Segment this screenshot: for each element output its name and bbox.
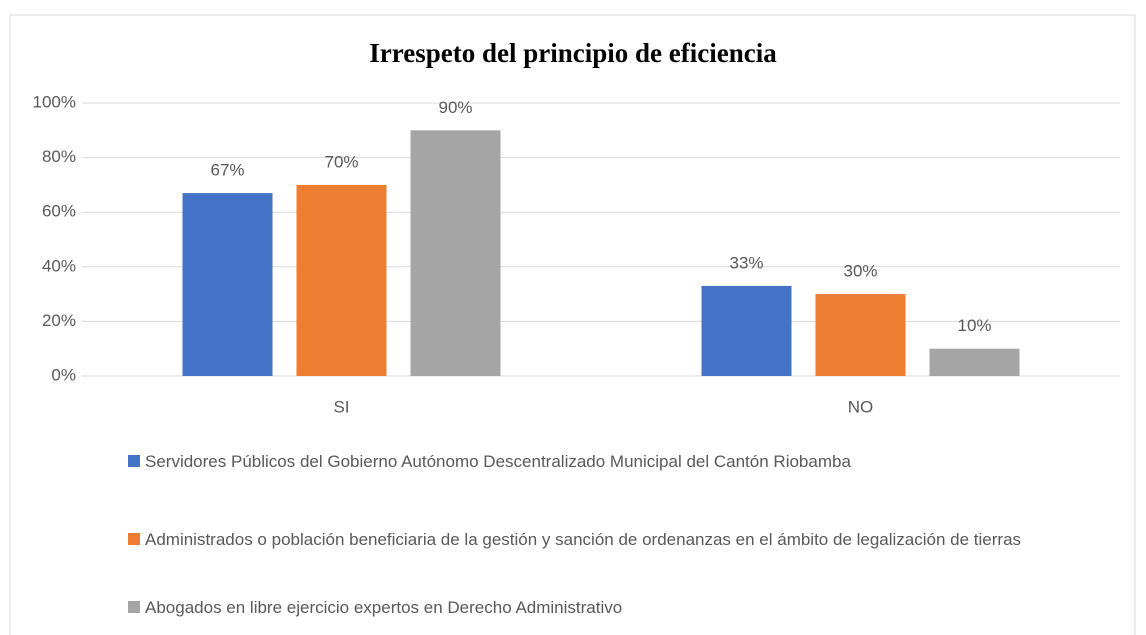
legend-swatch: [128, 601, 140, 613]
legend-swatch: [128, 455, 140, 467]
y-tick-label: 80%: [42, 147, 76, 166]
legend-swatch: [128, 533, 140, 545]
x-tick-label: NO: [848, 397, 874, 416]
data-label: 33%: [729, 253, 763, 272]
y-tick-label: 100%: [33, 92, 76, 111]
y-tick-label: 0%: [51, 365, 76, 384]
y-tick-label: 40%: [42, 256, 76, 275]
y-tick-label: 60%: [42, 202, 76, 221]
data-label: 67%: [210, 161, 244, 180]
legend-label: Servidores Públicos del Gobierno Autónom…: [145, 452, 851, 471]
bar: [296, 184, 387, 376]
bar: [410, 130, 501, 376]
legend-label: Administrados o población beneficiaria d…: [145, 530, 1022, 549]
data-label: 70%: [324, 152, 358, 171]
chart-title: Irrespeto del principio de eficiencia: [369, 38, 777, 68]
chart-border: [9, 14, 1136, 635]
bar: [182, 193, 273, 376]
bar: [815, 294, 906, 376]
bar: [701, 285, 792, 376]
data-label: 10%: [957, 316, 991, 335]
data-label: 90%: [438, 98, 472, 117]
legend-entry: Administrados o población beneficiaria d…: [128, 527, 1075, 552]
legend-entry: Servidores Públicos del Gobierno Autónom…: [128, 449, 1075, 474]
y-tick-label: 20%: [42, 311, 76, 330]
bar: [929, 348, 1020, 376]
x-tick-label: SI: [333, 397, 349, 416]
data-label: 30%: [843, 262, 877, 281]
legend-label: Abogados en libre ejercicio expertos en …: [145, 598, 623, 617]
legend-entry: Abogados en libre ejercicio expertos en …: [128, 595, 1075, 620]
